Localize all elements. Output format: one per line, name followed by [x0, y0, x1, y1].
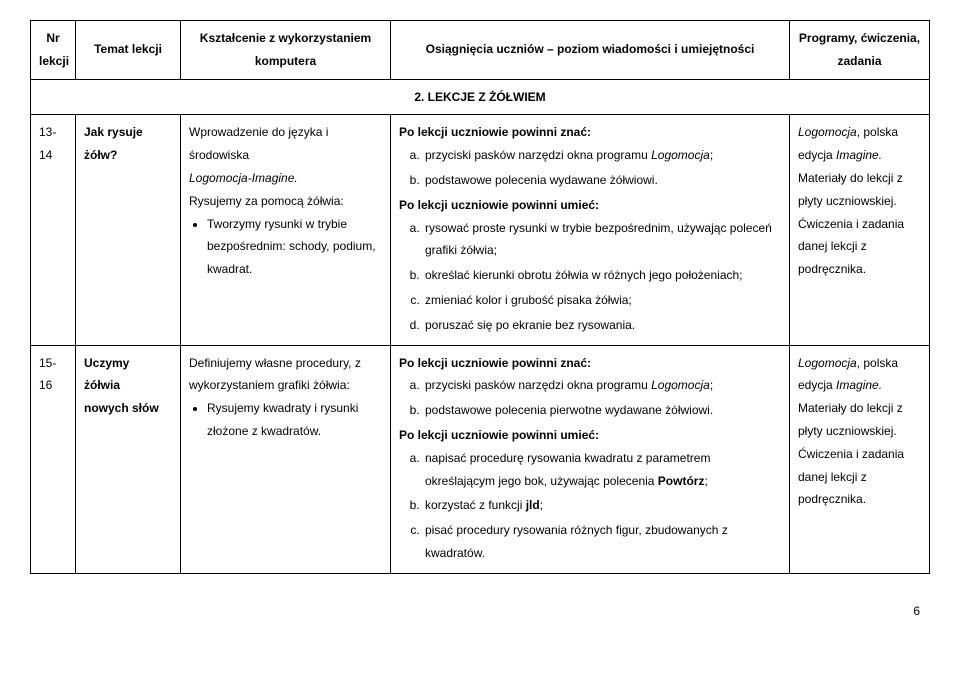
item-text: złożone z kwadratów.	[207, 424, 321, 438]
kszt-text: Rysujemy za pomocą żółwia:	[189, 194, 344, 208]
list-item: określać kierunki obrotu żółwia w różnyc…	[423, 264, 781, 287]
list-item: podstawowe polecenia wydawane żółwiowi.	[423, 169, 781, 192]
prog-text: Imagine.	[836, 378, 882, 392]
list-item: przyciski pasków narzędzi okna programu …	[423, 374, 781, 397]
item-text: jld	[526, 498, 540, 512]
prog-text: Imagine.	[836, 148, 882, 162]
kszt-text: Logomocja-Imagine.	[189, 171, 298, 185]
item-text: bezpośrednim: schody, podium,	[207, 239, 376, 253]
item-text: ;	[540, 498, 543, 512]
section-header-row: 2. LEKCJE Z ŻÓŁWIEM	[31, 79, 930, 115]
item-text: Powtórz	[658, 474, 705, 488]
prog-text: Ćwiczenia i zadania	[798, 447, 904, 461]
col-header-kszt: Kształcenie z wykorzystaniem komputera	[181, 21, 391, 80]
item-text: Rysujemy kwadraty i rysunki	[207, 401, 358, 415]
osi-heading: Po lekcji uczniowie powinni znać:	[399, 356, 591, 370]
item-text: przyciski pasków narzędzi okna programu	[425, 148, 651, 162]
kszt-list: Tworzymy rysunki w trybie bezpośrednim: …	[189, 213, 382, 281]
cell-temat: Uczymy żółwia nowych słów	[76, 345, 181, 573]
curriculum-table: Nr lekcji Temat lekcji Kształcenie z wyk…	[30, 20, 930, 574]
section-title: 2. LEKCJE Z ŻÓŁWIEM	[31, 79, 930, 115]
cell-kszt: Definiujemy własne procedury, z wykorzys…	[181, 345, 391, 573]
prog-text: Materiały do lekcji z	[798, 401, 903, 415]
list-item: korzystać z funkcji jld;	[423, 494, 781, 517]
prog-text: Logomocja	[798, 356, 857, 370]
cell-osi: Po lekcji uczniowie powinni znać: przyci…	[391, 115, 790, 345]
cell-nr: 13-14	[31, 115, 76, 345]
cell-prog: Logomocja, polska edycja Imagine. Materi…	[790, 115, 930, 345]
osi-list: napisać procedurę rysowania kwadratu z p…	[399, 447, 781, 565]
list-item: poruszać się po ekranie bez rysowania.	[423, 314, 781, 337]
item-text: ;	[710, 378, 713, 392]
list-item: Tworzymy rysunki w trybie bezpośrednim: …	[207, 213, 382, 281]
kszt-text: Wprowadzenie do języka i środowiska	[189, 125, 328, 162]
item-text: Tworzymy rysunki w trybie	[207, 217, 347, 231]
temat-text: Uczymy	[84, 356, 129, 370]
temat-text: Jak rysuje	[84, 125, 143, 139]
list-item: zmieniać kolor i grubość pisaka żółwia;	[423, 289, 781, 312]
osi-list: rysować proste rysunki w trybie bezpośre…	[399, 217, 781, 337]
kszt-text: wykorzystaniem grafiki żółwia:	[189, 378, 350, 392]
cell-osi: Po lekcji uczniowie powinni znać: przyci…	[391, 345, 790, 573]
prog-text: Ćwiczenia i zadania	[798, 217, 904, 231]
kszt-list: Rysujemy kwadraty i rysunki złożone z kw…	[189, 397, 382, 443]
list-item: przyciski pasków narzędzi okna programu …	[423, 144, 781, 167]
col-header-temat: Temat lekcji	[76, 21, 181, 80]
osi-heading: Po lekcji uczniowie powinni umieć:	[399, 428, 599, 442]
item-text: korzystać z funkcji	[425, 498, 526, 512]
item-text: ;	[704, 474, 707, 488]
item-text: Logomocja	[651, 378, 710, 392]
list-item: podstawowe polecenia pierwotne wydawane …	[423, 399, 781, 422]
prog-text: , polska	[857, 125, 898, 139]
prog-text: edycja	[798, 148, 836, 162]
cell-prog: Logomocja, polska edycja Imagine. Materi…	[790, 345, 930, 573]
list-item: napisać procedurę rysowania kwadratu z p…	[423, 447, 781, 493]
cell-nr: 15-16	[31, 345, 76, 573]
col-header-osi: Osiągnięcia uczniów – poziom wiadomości …	[391, 21, 790, 80]
prog-text: Logomocja	[798, 125, 857, 139]
list-item: Rysujemy kwadraty i rysunki złożone z kw…	[207, 397, 382, 443]
temat-text: nowych słów	[84, 401, 159, 415]
item-text: przyciski pasków narzędzi okna programu	[425, 378, 651, 392]
item-text: ;	[710, 148, 713, 162]
prog-text: podręcznika.	[798, 262, 866, 276]
list-item: rysować proste rysunki w trybie bezpośre…	[423, 217, 781, 263]
prog-text: edycja	[798, 378, 836, 392]
prog-text: podręcznika.	[798, 492, 866, 506]
osi-heading: Po lekcji uczniowie powinni znać:	[399, 125, 591, 139]
item-text: Logomocja	[651, 148, 710, 162]
osi-list: przyciski pasków narzędzi okna programu …	[399, 374, 781, 422]
prog-text: , polska	[857, 356, 898, 370]
prog-text: danej lekcji z	[798, 239, 867, 253]
prog-text: danej lekcji z	[798, 470, 867, 484]
col-header-prog: Programy, ćwiczenia, zadania	[790, 21, 930, 80]
cell-kszt: Wprowadzenie do języka i środowiska Logo…	[181, 115, 391, 345]
osi-heading: Po lekcji uczniowie powinni umieć:	[399, 198, 599, 212]
prog-text: Materiały do lekcji z	[798, 171, 903, 185]
prog-text: płyty uczniowskiej.	[798, 194, 897, 208]
cell-temat: Jak rysuje żółw?	[76, 115, 181, 345]
table-row: 13-14 Jak rysuje żółw? Wprowadzenie do j…	[31, 115, 930, 345]
kszt-text: Definiujemy własne procedury, z	[189, 356, 361, 370]
table-row: 15-16 Uczymy żółwia nowych słów Definiuj…	[31, 345, 930, 573]
page-number: 6	[30, 604, 930, 618]
item-text: kwadrat.	[207, 262, 252, 276]
temat-text: żółwia	[84, 378, 120, 392]
prog-text: płyty uczniowskiej.	[798, 424, 897, 438]
osi-list: przyciski pasków narzędzi okna programu …	[399, 144, 781, 192]
list-item: pisać procedury rysowania różnych figur,…	[423, 519, 781, 565]
temat-text: żółw?	[84, 148, 117, 162]
table-header: Nr lekcji Temat lekcji Kształcenie z wyk…	[31, 21, 930, 80]
col-header-nr: Nr lekcji	[31, 21, 76, 80]
